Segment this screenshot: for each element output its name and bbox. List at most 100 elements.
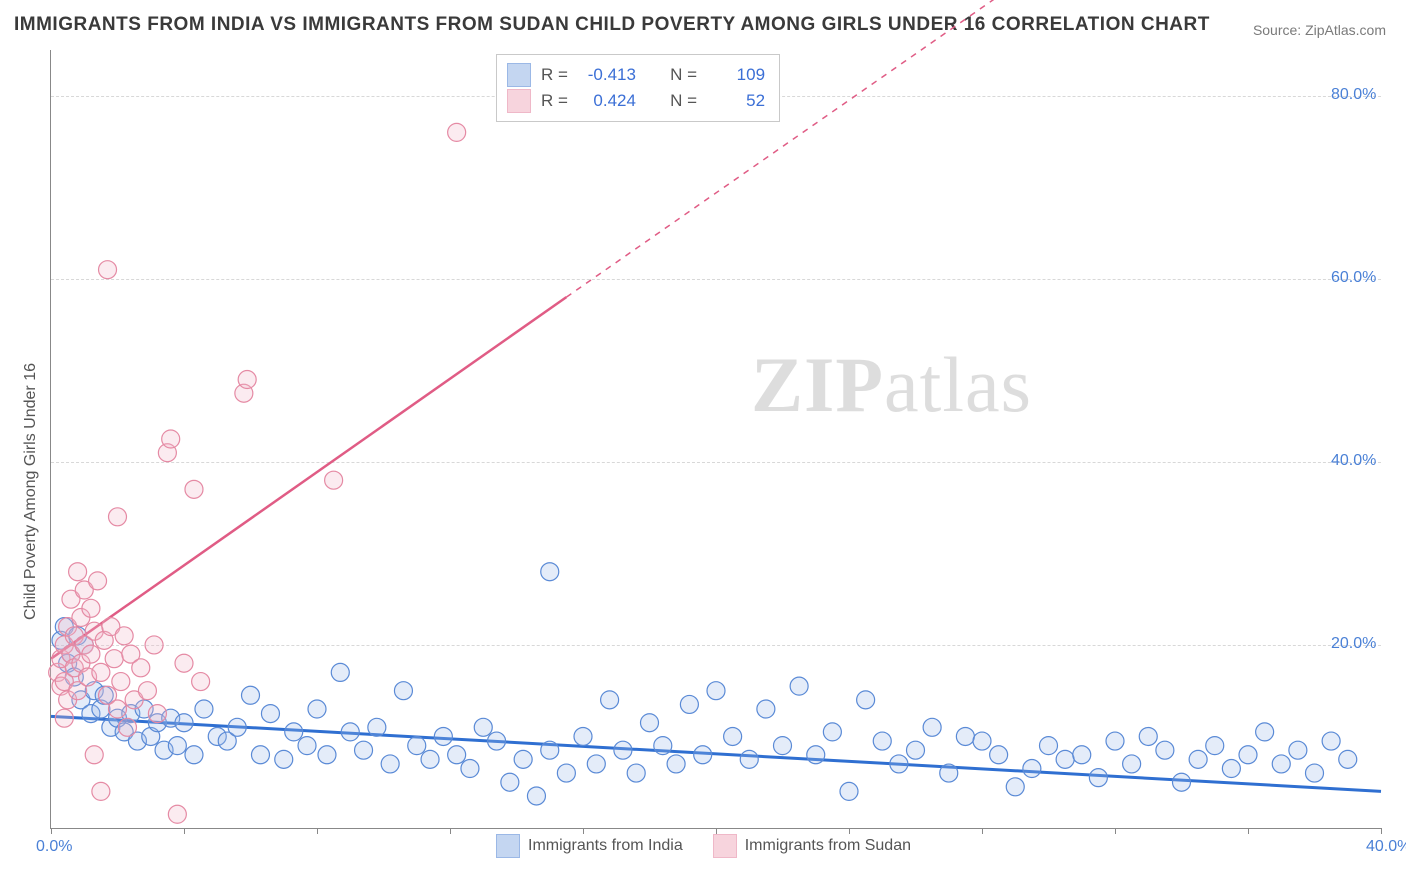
data-point [1073, 746, 1091, 764]
data-point [1056, 750, 1074, 768]
stat-r-label: R = [541, 65, 568, 85]
y-tick-label: 20.0% [1331, 635, 1406, 653]
data-point [132, 659, 150, 677]
y-tick-label: 40.0% [1331, 452, 1406, 470]
data-point [1089, 769, 1107, 787]
data-point [574, 727, 592, 745]
data-point [394, 682, 412, 700]
stat-r-label: R = [541, 91, 568, 111]
data-point [448, 123, 466, 141]
source-attribution: Source: ZipAtlas.com [1253, 22, 1386, 38]
data-point [168, 805, 186, 823]
data-point [109, 508, 127, 526]
data-point [168, 737, 186, 755]
data-point [1006, 778, 1024, 796]
x-minor-tick [849, 828, 850, 834]
data-point [1123, 755, 1141, 773]
data-point [667, 755, 685, 773]
data-point [138, 682, 156, 700]
data-point [195, 700, 213, 718]
data-point [557, 764, 575, 782]
trend-line [51, 297, 566, 659]
data-point [175, 654, 193, 672]
data-point [601, 691, 619, 709]
data-point [587, 755, 605, 773]
legend-item: Immigrants from India [496, 834, 683, 858]
data-point [857, 691, 875, 709]
data-point [907, 741, 925, 759]
data-point [381, 755, 399, 773]
trend-line-dashed [566, 0, 1381, 297]
data-point [1189, 750, 1207, 768]
data-point [408, 737, 426, 755]
data-point [421, 750, 439, 768]
data-point [1156, 741, 1174, 759]
data-point [434, 727, 452, 745]
data-point [185, 746, 203, 764]
legend-swatch [507, 89, 531, 113]
data-point [1173, 773, 1191, 791]
data-point [1023, 760, 1041, 778]
x-minor-tick [982, 828, 983, 834]
y-tick-label: 80.0% [1331, 86, 1406, 104]
data-point [474, 718, 492, 736]
data-point [527, 787, 545, 805]
data-point [82, 599, 100, 617]
series-legend: Immigrants from India Immigrants from Sud… [496, 834, 911, 858]
data-point [448, 746, 466, 764]
data-point [956, 727, 974, 745]
stat-n-label: N = [670, 65, 697, 85]
data-point [145, 636, 163, 654]
data-point [627, 764, 645, 782]
data-point [238, 371, 256, 389]
legend-swatch [496, 834, 520, 858]
legend-item: Immigrants from Sudan [713, 834, 911, 858]
legend-stat-row: R =0.424 N =52 [507, 89, 765, 113]
data-point [318, 746, 336, 764]
data-point [109, 700, 127, 718]
data-point [923, 718, 941, 736]
data-point [990, 746, 1008, 764]
data-point [514, 750, 532, 768]
legend-swatch [507, 63, 531, 87]
data-point [148, 705, 166, 723]
data-point [331, 663, 349, 681]
data-point [641, 714, 659, 732]
data-point [654, 737, 672, 755]
data-point [1306, 764, 1324, 782]
data-point [192, 673, 210, 691]
data-point [807, 746, 825, 764]
data-point [461, 760, 479, 778]
data-point [1222, 760, 1240, 778]
stat-n-value: 109 [707, 65, 765, 85]
stat-r-value: -0.413 [578, 65, 636, 85]
data-point [1289, 741, 1307, 759]
data-point [707, 682, 725, 700]
data-point [940, 764, 958, 782]
x-minor-tick [716, 828, 717, 834]
x-tick-label: 40.0% [1366, 838, 1406, 856]
data-point [92, 663, 110, 681]
data-point [99, 261, 117, 279]
y-tick-label: 60.0% [1331, 269, 1406, 287]
x-tick-label: 0.0% [36, 838, 72, 856]
stat-n-value: 52 [707, 91, 765, 111]
legend-label: Immigrants from India [528, 837, 683, 855]
x-minor-tick [317, 828, 318, 834]
data-point [740, 750, 758, 768]
x-minor-tick [450, 828, 451, 834]
data-point [973, 732, 991, 750]
data-point [355, 741, 373, 759]
data-point [368, 718, 386, 736]
stat-n-label: N = [670, 91, 697, 111]
data-point [1272, 755, 1290, 773]
source-label: Source: [1253, 22, 1301, 38]
data-point [228, 718, 246, 736]
x-minor-tick [583, 828, 584, 834]
chart-title: IMMIGRANTS FROM INDIA VS IMMIGRANTS FROM… [14, 14, 1210, 36]
data-point [185, 480, 203, 498]
y-axis-label: Child Poverty Among Girls Under 16 [22, 363, 40, 620]
x-minor-tick [184, 828, 185, 834]
x-minor-tick [1115, 828, 1116, 834]
data-point [325, 471, 343, 489]
